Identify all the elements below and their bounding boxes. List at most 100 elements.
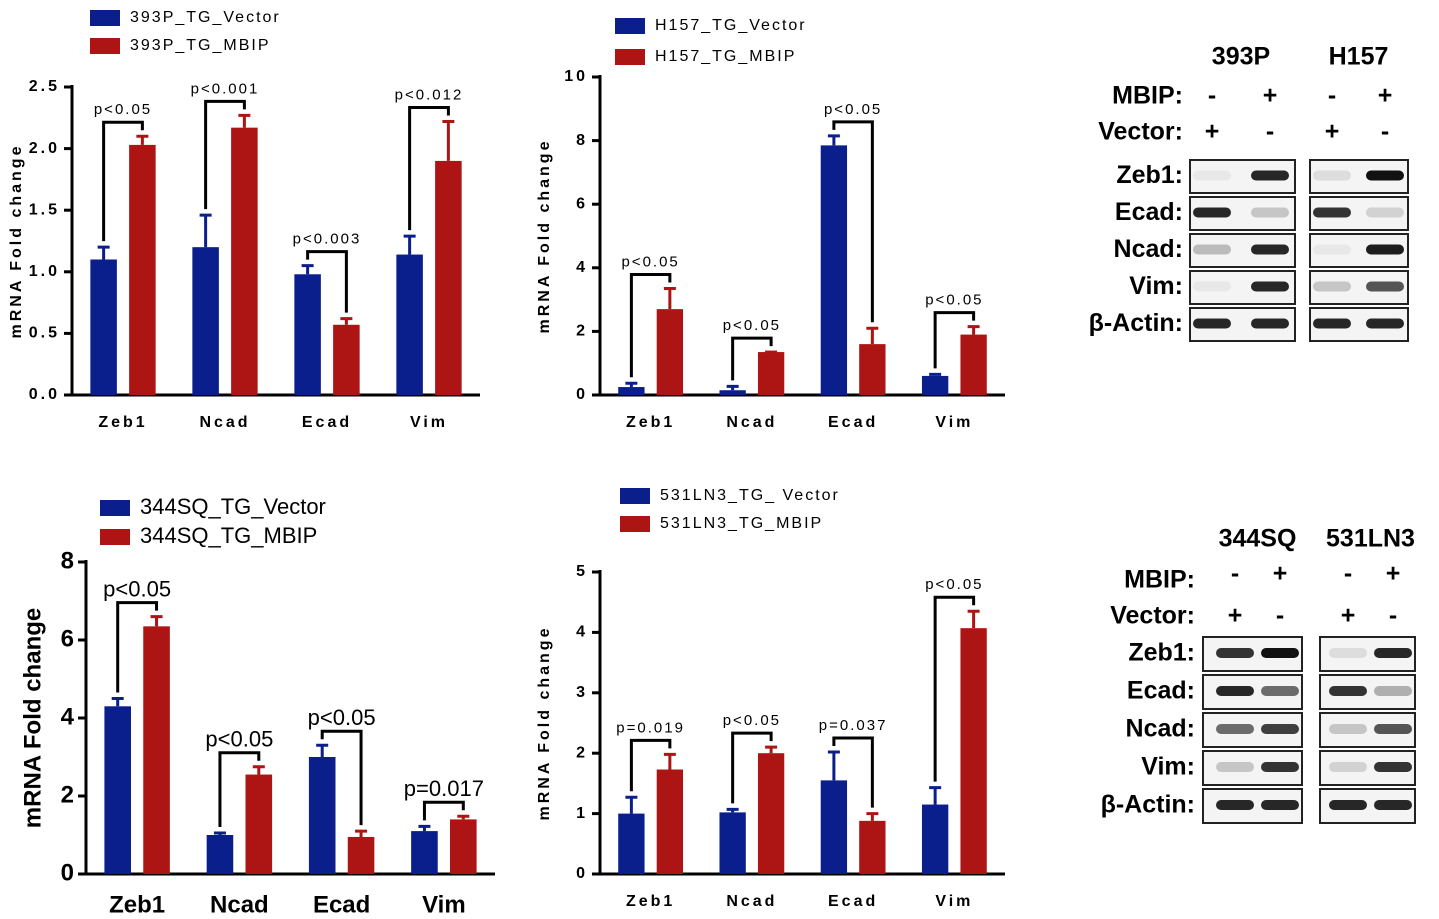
y-tick-label: 2 — [576, 323, 588, 340]
blot-band — [1251, 208, 1289, 218]
blot-band — [1193, 245, 1231, 255]
blot-band — [1193, 282, 1231, 292]
blot-band — [1251, 171, 1289, 181]
bar — [922, 805, 948, 874]
p-value-label: p<0.05 — [103, 576, 171, 601]
bar — [758, 753, 784, 874]
blot-band — [1366, 245, 1404, 255]
x-tick-label: Zeb1 — [98, 414, 147, 431]
condition-sign: - — [1328, 82, 1336, 110]
blot-band — [1366, 171, 1404, 181]
y-tick-label: 2 — [61, 781, 74, 808]
error-bar — [151, 617, 163, 627]
condition-sign: - — [1266, 118, 1274, 146]
p-value-label: p<0.012 — [395, 86, 464, 103]
blot-band — [1216, 800, 1254, 810]
error-bar — [112, 699, 124, 707]
p-value-label: p<0.05 — [308, 705, 376, 730]
p-value-label: p<0.003 — [293, 231, 362, 248]
condition-sign: + — [1325, 118, 1340, 146]
condition-sign: - — [1389, 602, 1397, 630]
bar — [450, 819, 477, 874]
y-tick-label: 6 — [61, 625, 74, 652]
blot-band — [1374, 648, 1412, 658]
blot-band — [1216, 648, 1254, 658]
legend-label: 393P_TG_MBIP — [130, 37, 271, 54]
blot-band — [1193, 208, 1231, 218]
x-tick-label: Ecad — [302, 414, 352, 431]
bar — [618, 387, 644, 395]
blot-band — [1216, 686, 1254, 696]
error-bar — [98, 247, 110, 259]
y-tick-label: 4 — [576, 259, 588, 276]
blot-band — [1329, 724, 1367, 734]
y-tick-label: 2 — [576, 744, 588, 761]
protein-label: Vim: — [1129, 272, 1183, 300]
bar — [657, 770, 683, 874]
blot-band — [1313, 245, 1351, 255]
y-tick-label: 8 — [61, 547, 74, 574]
blot-band — [1374, 724, 1412, 734]
condition-label: MBIP: — [1112, 82, 1183, 110]
bar — [922, 376, 948, 395]
error-bar — [214, 833, 226, 835]
blot-band — [1329, 762, 1367, 772]
error-bar — [765, 747, 777, 753]
bar — [192, 247, 219, 395]
error-bar — [866, 814, 878, 821]
protein-label: β-Actin: — [1089, 309, 1183, 337]
y-tick-label: 6 — [576, 195, 588, 212]
y-tick-label: 1.5 — [29, 201, 60, 218]
blot-band — [1374, 762, 1412, 772]
error-bar — [238, 115, 250, 127]
condition-sign: + — [1273, 560, 1288, 588]
y-axis-label: mRNA Fold change — [19, 608, 46, 828]
y-tick-label: 0 — [576, 386, 588, 403]
bar — [719, 390, 745, 395]
error-bar — [302, 266, 314, 275]
blot-band — [1329, 800, 1367, 810]
y-tick-label: 10 — [564, 68, 588, 85]
error-bar — [968, 611, 980, 628]
x-tick-label: Ncad — [199, 414, 250, 431]
blot-band — [1251, 319, 1289, 329]
p-value-label: p<0.05 — [94, 101, 152, 118]
condition-sign: + — [1205, 118, 1220, 146]
blot-band — [1313, 282, 1351, 292]
bar — [104, 706, 131, 874]
error-bar — [442, 121, 454, 160]
bar — [719, 812, 745, 874]
y-tick-label: 0 — [576, 865, 588, 882]
error-bar — [625, 797, 637, 813]
condition-sign: - — [1276, 602, 1284, 630]
y-tick-label: 0.5 — [29, 325, 60, 342]
legend-swatch — [615, 49, 645, 65]
p-value-label: p<0.05 — [824, 101, 882, 118]
y-axis-label: mRNA Fold change — [536, 139, 553, 334]
y-tick-label: 5 — [576, 563, 588, 580]
blot-band — [1261, 800, 1299, 810]
legend-swatch — [90, 38, 120, 54]
x-tick-label: Zeb1 — [626, 414, 675, 431]
protein-label: Zeb1: — [1116, 161, 1183, 189]
blot-band — [1329, 686, 1367, 696]
bar — [348, 837, 375, 874]
error-bar — [316, 745, 328, 757]
error-bar — [727, 386, 739, 390]
condition-label: Vector: — [1098, 118, 1183, 146]
cell-line-label: 393P — [1212, 43, 1270, 71]
blot-band — [1313, 319, 1351, 329]
legend-label: 344SQ_TG_Vector — [140, 494, 326, 519]
x-tick-label: Ncad — [726, 414, 777, 431]
condition-sign: + — [1228, 602, 1243, 630]
p-value-label: p<0.05 — [925, 576, 983, 593]
legend-swatch — [100, 529, 130, 545]
bar — [618, 814, 644, 874]
bar — [960, 628, 986, 874]
error-bar — [866, 328, 878, 344]
x-tick-label: Vim — [935, 414, 973, 431]
bar — [90, 259, 117, 395]
error-bar — [929, 788, 941, 805]
y-tick-label: 2.5 — [29, 78, 60, 95]
protein-label: Vim: — [1141, 753, 1195, 781]
